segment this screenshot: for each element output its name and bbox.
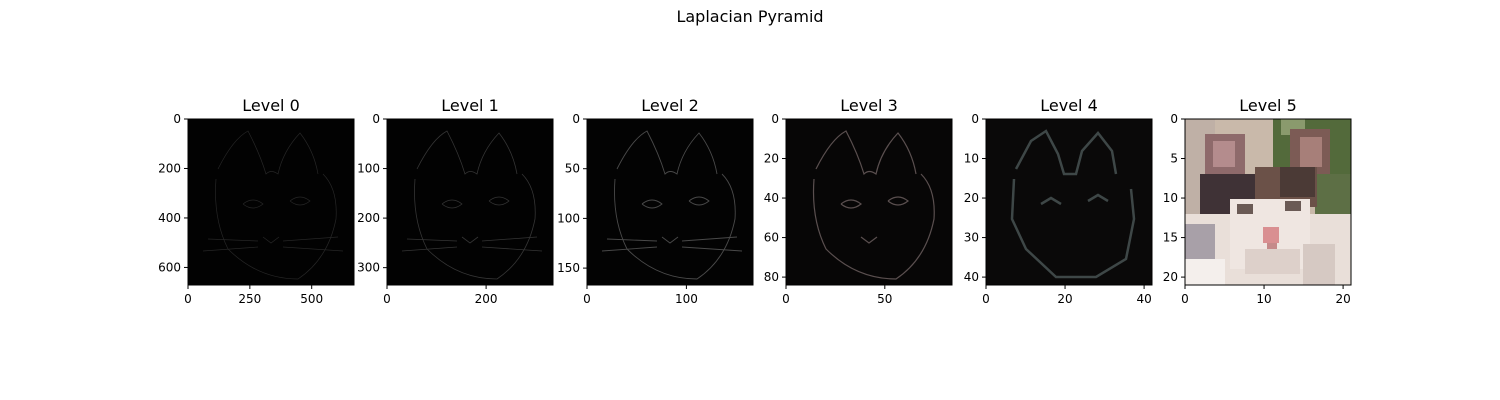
y-tick-label: 0 xyxy=(771,112,779,126)
detail-image xyxy=(786,119,952,285)
color-cat-image xyxy=(1185,119,1351,285)
axes-frame xyxy=(985,118,1153,286)
y-tick-label: 10 xyxy=(964,152,979,166)
y-tick-label: 0 xyxy=(1170,112,1178,126)
panel-title: Level 5 xyxy=(1239,96,1297,115)
x-tick-label: 0 xyxy=(1181,292,1189,306)
panel-level-1: Level 1 xyxy=(387,96,553,285)
y-tick-label: 200 xyxy=(158,161,181,175)
y-tick-label: 0 xyxy=(971,112,979,126)
axes-frame xyxy=(586,118,754,286)
x-tick-label: 50 xyxy=(877,292,892,306)
panel-level-2: Level 2 xyxy=(587,96,753,285)
y-tick-label: 10 xyxy=(1163,191,1178,205)
cat-edges xyxy=(202,130,344,280)
y-tick-label: 20 xyxy=(1163,270,1178,284)
figure-suptitle: Laplacian Pyramid xyxy=(676,7,823,26)
x-tick-label: 0 xyxy=(982,292,990,306)
x-tick-label: 500 xyxy=(300,292,323,306)
x-tick-label: 20 xyxy=(1057,292,1072,306)
axes-frame xyxy=(386,118,554,286)
cat-edges xyxy=(812,130,935,280)
y-tick-label: 20 xyxy=(764,152,779,166)
detail-image xyxy=(587,119,753,285)
detail-image xyxy=(387,119,553,285)
y-tick-label: 200 xyxy=(357,211,380,225)
y-tick-label: 600 xyxy=(158,260,181,274)
y-tick-label: 150 xyxy=(557,261,580,275)
y-tick-label: 0 xyxy=(572,112,580,126)
y-tick-label: 400 xyxy=(158,211,181,225)
panel-level-3: Level 3 xyxy=(786,96,952,285)
panel-level-4: Level 4 xyxy=(986,96,1152,285)
x-tick-label: 0 xyxy=(782,292,790,306)
y-tick-label: 15 xyxy=(1163,231,1178,245)
y-tick-label: 30 xyxy=(964,231,979,245)
y-tick-label: 40 xyxy=(764,191,779,205)
detail-image xyxy=(188,119,354,285)
axes-frame xyxy=(1184,118,1352,286)
y-tick-label: 100 xyxy=(557,211,580,225)
y-tick-label: 80 xyxy=(764,270,779,284)
cat-edges xyxy=(1010,129,1136,279)
axes-frame xyxy=(785,118,953,286)
cat-edges xyxy=(401,130,543,280)
x-tick-label: 200 xyxy=(475,292,498,306)
y-tick-label: 300 xyxy=(357,261,380,275)
x-tick-label: 40 xyxy=(1136,292,1151,306)
x-tick-label: 250 xyxy=(238,292,261,306)
x-tick-label: 0 xyxy=(184,292,192,306)
cat-edges xyxy=(601,130,743,280)
y-tick-label: 0 xyxy=(372,112,380,126)
detail-image xyxy=(986,119,1152,285)
panel-title: Level 1 xyxy=(441,96,499,115)
y-tick-label: 50 xyxy=(565,162,580,176)
panel-level-5: Level 5 xyxy=(1185,96,1351,285)
x-tick-label: 0 xyxy=(383,292,391,306)
y-tick-label: 100 xyxy=(357,162,380,176)
y-tick-label: 0 xyxy=(173,112,181,126)
y-tick-label: 20 xyxy=(964,191,979,205)
x-tick-label: 10 xyxy=(1256,292,1271,306)
panel-title: Level 3 xyxy=(840,96,898,115)
y-tick-label: 60 xyxy=(764,231,779,245)
y-tick-label: 5 xyxy=(1170,152,1178,166)
x-tick-label: 0 xyxy=(583,292,591,306)
panel-title: Level 4 xyxy=(1040,96,1098,115)
panel-level-0: Level 0 xyxy=(188,96,354,285)
panel-title: Level 2 xyxy=(641,96,699,115)
axes-frame xyxy=(187,118,355,286)
panel-title: Level 0 xyxy=(242,96,300,115)
y-tick-label: 40 xyxy=(964,270,979,284)
x-tick-label: 20 xyxy=(1335,292,1350,306)
x-tick-label: 100 xyxy=(675,292,698,306)
